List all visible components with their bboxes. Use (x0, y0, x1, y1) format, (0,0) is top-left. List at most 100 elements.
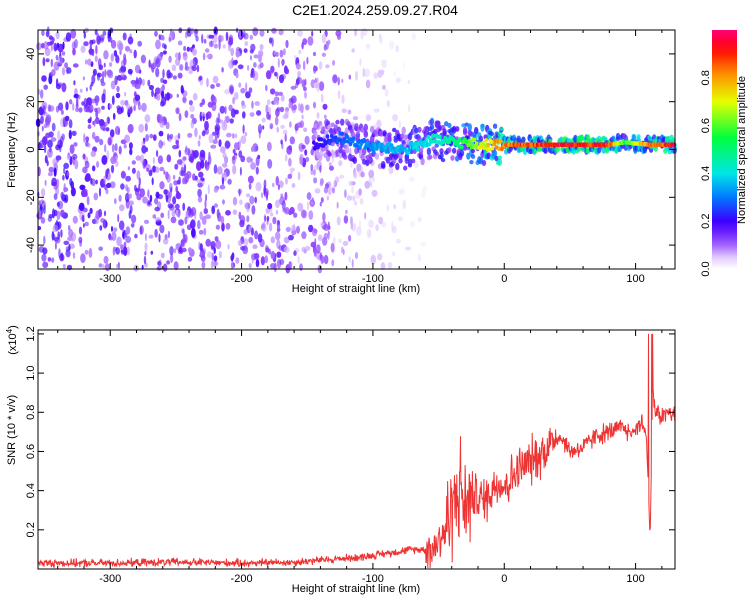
spectrogram-signal-halo (418, 148, 424, 155)
spectrogram-noise-blob (327, 221, 330, 230)
spectrogram-signal-core (362, 137, 367, 143)
spectrogram-noise-blob (178, 219, 184, 226)
spectrogram-noise-blob (290, 95, 297, 104)
spectrogram-noise-blob (203, 208, 208, 215)
spectrogram-signal-halo (455, 126, 460, 132)
spectrogram-noise-blob (94, 55, 98, 63)
spectrogram-noise-blob (170, 186, 173, 193)
spectrogram-noise-blob (284, 207, 290, 215)
spectrogram-signal-halo (420, 157, 425, 166)
spectrogram-noise-blob (84, 59, 88, 65)
spectrogram-noise-blob (199, 159, 205, 169)
spectrogram-noise-blob (182, 52, 187, 57)
spectrogram-noise-blob (105, 127, 110, 132)
spectrogram-noise-blob (232, 97, 236, 105)
spectrogram-noise-blob (244, 132, 248, 137)
spectrogram-noise-blob (407, 80, 411, 85)
spectrogram-noise-blob (42, 136, 48, 146)
spectrogram-noise-blob (259, 44, 264, 51)
spectrogram-noise-blob (120, 183, 125, 190)
spectrogram-noise-blob (140, 154, 145, 164)
spectrogram-noise-blob (257, 154, 261, 160)
spectrogram-noise-blob (177, 72, 183, 79)
spectrogram-noise-blob (323, 114, 327, 119)
spectrogram-noise-blob (393, 70, 396, 77)
y-tick-label: 20 (25, 96, 37, 108)
spectrogram-noise-blob (85, 173, 91, 182)
spectrogram-noise-blob (194, 127, 198, 138)
spectrogram-noise-blob (99, 34, 105, 41)
spectrogram-noise-blob (210, 144, 217, 149)
spectrogram-noise-blob (352, 116, 359, 121)
spectrogram-noise-blob (144, 242, 148, 252)
spectrogram-signal-halo (363, 131, 368, 138)
spectrogram-signal-halo (418, 152, 424, 160)
spectrogram-noise-blob (325, 64, 330, 69)
spectrogram-noise-blob (255, 181, 262, 192)
spectrogram-noise-blob (251, 100, 254, 109)
spectrogram-signal-halo (330, 122, 335, 128)
spectrogram-signal-halo (319, 151, 324, 157)
spectrogram-noise-blob (74, 88, 78, 96)
x-tick-label: -200 (231, 273, 253, 285)
spectrogram-noise-blob (225, 31, 229, 42)
spectrogram-noise-blob (337, 89, 341, 100)
spectrogram-noise-blob (205, 112, 209, 121)
spectrogram-noise-blob (204, 48, 210, 53)
spectrogram-noise-blob (116, 264, 120, 268)
spectrogram-noise-blob (79, 88, 83, 93)
snr-frame (37, 329, 676, 570)
spectrogram-signal-halo (336, 126, 342, 133)
spectrogram-signal-core (369, 145, 374, 151)
page-title: C2E1.2024.259.09.27.R04 (292, 2, 458, 18)
spectrogram-noise-blob (366, 229, 372, 238)
spectrogram-noise-blob (251, 146, 255, 152)
spectrogram-noise-blob (233, 142, 240, 151)
spectrogram-noise-blob (48, 75, 53, 85)
spectrogram-noise-blob (188, 100, 193, 106)
spectrogram-noise-blob (137, 40, 143, 47)
spectrogram-noise-blob (270, 250, 276, 260)
spectrogram-noise-blob (257, 123, 263, 134)
spectrogram-noise-blob (214, 236, 219, 242)
spectrogram-noise-blob (95, 98, 99, 106)
spectrogram-noise-blob (314, 188, 321, 194)
spectrogram-noise-blob (256, 110, 262, 116)
spectrogram-noise-blob (224, 140, 230, 150)
spectrogram-noise-blob (331, 259, 335, 267)
spectrogram-signal-halo (631, 133, 636, 139)
spectrogram-noise-blob (127, 123, 134, 134)
spectrogram-noise-blob (275, 231, 281, 241)
spectrogram-noise-blob (127, 68, 133, 75)
spectrogram-signal-core (413, 141, 418, 146)
spectrogram-noise-blob (110, 156, 117, 165)
spectrogram-noise-blob (174, 203, 180, 210)
spectrogram-noise-blob (312, 169, 316, 176)
spectrogram-noise-blob (338, 238, 342, 244)
spectrogram-noise-blob (136, 170, 141, 180)
spectrogram-noise-blob (221, 177, 225, 186)
spectrogram-noise-blob (254, 230, 259, 240)
spectrogram-noise-blob (84, 249, 89, 255)
spectrogram-noise-blob (103, 50, 109, 60)
spectrogram-noise-blob (173, 248, 177, 254)
spectrogram-noise-blob (219, 184, 226, 190)
spectrogram-noise-blob (100, 78, 104, 83)
spectrogram-noise-blob (218, 139, 222, 148)
spectrogram-signal-halo (354, 123, 359, 130)
spectrogram-signal-halo (439, 148, 444, 154)
spectrogram-signal-core (458, 137, 462, 142)
spectrogram-noise-blob (283, 246, 290, 253)
spectrogram-noise-blob (118, 145, 122, 155)
spectrogram-noise-blob (54, 242, 57, 250)
spectrogram-signal-core (398, 149, 402, 154)
y-tick-label: -40 (25, 237, 37, 253)
spectrogram-noise-blob (74, 159, 79, 170)
spectrogram-noise-blob (226, 117, 231, 122)
spectrogram-noise-blob (338, 160, 343, 167)
spectrogram-noise-blob (51, 257, 55, 263)
spectrogram-noise-blob (371, 189, 378, 197)
spectrogram-noise-blob (276, 126, 280, 133)
spectrogram-noise-blob (237, 64, 244, 70)
spectrogram-noise-blob (353, 171, 358, 180)
